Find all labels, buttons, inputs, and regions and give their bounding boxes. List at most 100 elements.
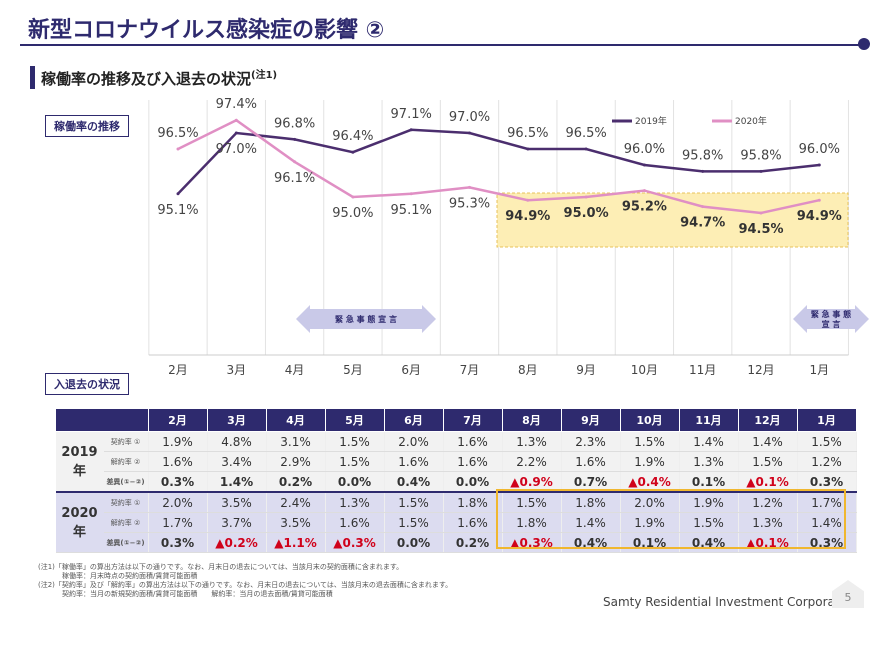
table-highlight (496, 489, 846, 549)
table-cell: 1.4% (797, 512, 857, 533)
highlight-band (496, 192, 849, 248)
table-cell: 3.1% (266, 431, 326, 452)
table-cell: 1.4% (207, 471, 267, 493)
month-header: 6月 (383, 408, 444, 432)
data-point (759, 169, 763, 173)
table-cell: 0.3% (148, 532, 208, 553)
table-cell: 1.6% (325, 512, 385, 533)
data-point (642, 163, 646, 167)
month-header: 8月 (501, 408, 562, 432)
table-cell: 1.5% (325, 431, 385, 452)
table-cell: 2.0% (148, 491, 208, 513)
data-point (468, 185, 471, 189)
table-cell: 0.2% (443, 532, 503, 553)
emergency-label: 緊 急 事 態 宣 言 (335, 314, 397, 324)
month-header: 4月 (265, 408, 326, 432)
subtitle-text: 稼働率の推移及び入退去の状況 (41, 70, 252, 88)
x-tick-label: 8月 (518, 363, 538, 377)
table-cell: ▲1.1% (266, 532, 326, 553)
table-cell: 3.7% (207, 512, 267, 533)
title-dot (858, 38, 870, 50)
table-cell: 1.6% (443, 451, 503, 472)
month-header: 3月 (206, 408, 267, 432)
table-cell: 1.3% (679, 451, 739, 472)
series-line-2019年 (177, 128, 820, 195)
month-header: 10月 (619, 408, 680, 432)
year-label: 2020年 (55, 491, 104, 553)
table-cell: 3.4% (207, 451, 267, 472)
data-label: 97.0% (449, 110, 490, 125)
table-cell: 1.6% (384, 451, 444, 472)
data-label: 94.7% (680, 216, 725, 231)
table-cell: 1.5% (797, 431, 857, 452)
year-label: 2019年 (55, 431, 104, 493)
occupancy-tag: 稼働率の推移 (45, 115, 129, 137)
title-divider (20, 44, 865, 46)
data-point (526, 198, 530, 202)
data-label: 96.8% (274, 116, 315, 131)
table-cell: 1.6% (148, 451, 208, 472)
movement-table: 2月 3月 4月 5月 6月 7月 8月 9月 10月 11月 12月 1月 2019年 契約率 ① 1.9… (55, 408, 857, 553)
data-point (234, 118, 238, 122)
table-cell: 1.6% (443, 431, 503, 452)
data-label: 94.5% (738, 222, 783, 237)
table-cell: 1.8% (561, 491, 621, 513)
table-cell: ▲0.4% (620, 471, 680, 493)
x-tick-label: 11月 (689, 363, 716, 377)
table-cell: 1.4% (561, 512, 621, 533)
data-point (293, 137, 297, 141)
table-cell: 1.4% (679, 431, 739, 452)
data-label: 97.0% (216, 142, 257, 157)
data-point (351, 195, 355, 199)
table-cell: 1.9% (148, 431, 208, 452)
data-point (817, 198, 821, 202)
table-row: 差異(①−②) 0.3% 1.4% 0.2% 0.0% 0.4% 0.0% ▲0.9% 0.7%… (56, 471, 857, 493)
table-cell: 1.8% (443, 491, 503, 513)
table-cell: 0.3% (797, 471, 857, 493)
month-header: 12月 (737, 408, 798, 432)
data-label: 94.9% (797, 209, 842, 224)
data-label: 95.8% (740, 148, 781, 163)
data-point (176, 192, 180, 196)
x-tick-label: 3月 (226, 363, 246, 377)
table-cell: 0.7% (561, 471, 621, 493)
table-row: 2019年 契約率 ① 1.9% 4.8% 3.1% 1.5% 2.0% 1.6% 1.3% 2.… (55, 431, 857, 493)
month-header: 5月 (324, 408, 385, 432)
data-label: 96.5% (565, 126, 606, 141)
table-cell: 1.7% (148, 512, 208, 533)
table-cell: 0.0% (443, 471, 503, 493)
data-point (293, 160, 297, 164)
data-label: 96.5% (507, 126, 548, 141)
legend-label: 2019年 (635, 115, 667, 127)
table-row: 2020年 契約率 ① 2.0% 3.5% 2.4% 1.3% 1.5% 1.8% 1.5% 1.… (55, 491, 857, 553)
table-cell: 1.5% (325, 451, 385, 472)
data-label: 96.4% (332, 129, 373, 144)
page-title: 新型コロナウイルス感染症の影響 ② (28, 18, 385, 43)
table-cell: 1.2% (738, 491, 798, 513)
table-cell: 0.2% (266, 471, 326, 493)
data-label: 95.3% (449, 196, 490, 211)
data-label: 94.9% (505, 209, 550, 224)
page-number: 5 (832, 580, 864, 608)
month-header: 1月 (796, 408, 857, 432)
table-cell: 1.5% (620, 431, 680, 452)
data-point (409, 128, 413, 132)
data-point (817, 163, 821, 167)
table-cell: 1.3% (325, 491, 385, 513)
table-cell: 2.4% (266, 491, 326, 513)
footnotes: (注1)「稼働率」の算出方法は以下の通りです。なお、月末日の退去については、当該… (38, 563, 452, 599)
section-subtitle: 稼働率の推移及び入退去の状況(注1) (30, 66, 277, 89)
table-cell: 2.2% (502, 451, 562, 472)
occupancy-chart: 緊 急 事 態 宣 言 緊 急 事 態宣 言 2月 3月 4月 5月 6月 7月 8月 9月 10月… (148, 97, 869, 377)
legend-label: 2020年 (735, 115, 767, 127)
table-cell: 4.8% (207, 431, 267, 452)
row-label: 解約率 ② (103, 451, 149, 472)
table-cell: 0.0% (384, 532, 444, 553)
x-tick-label: 4月 (285, 363, 305, 377)
table-cell: 0.3% (148, 471, 208, 493)
data-point (584, 147, 588, 151)
data-point (176, 147, 180, 151)
note-2: (注2)「契約率」及び「解約率」の算出方法は以下の通りです。なお、月末日の退去に… (38, 581, 453, 589)
data-label: 97.4% (216, 97, 257, 112)
table-cell: 0.0% (325, 471, 385, 493)
